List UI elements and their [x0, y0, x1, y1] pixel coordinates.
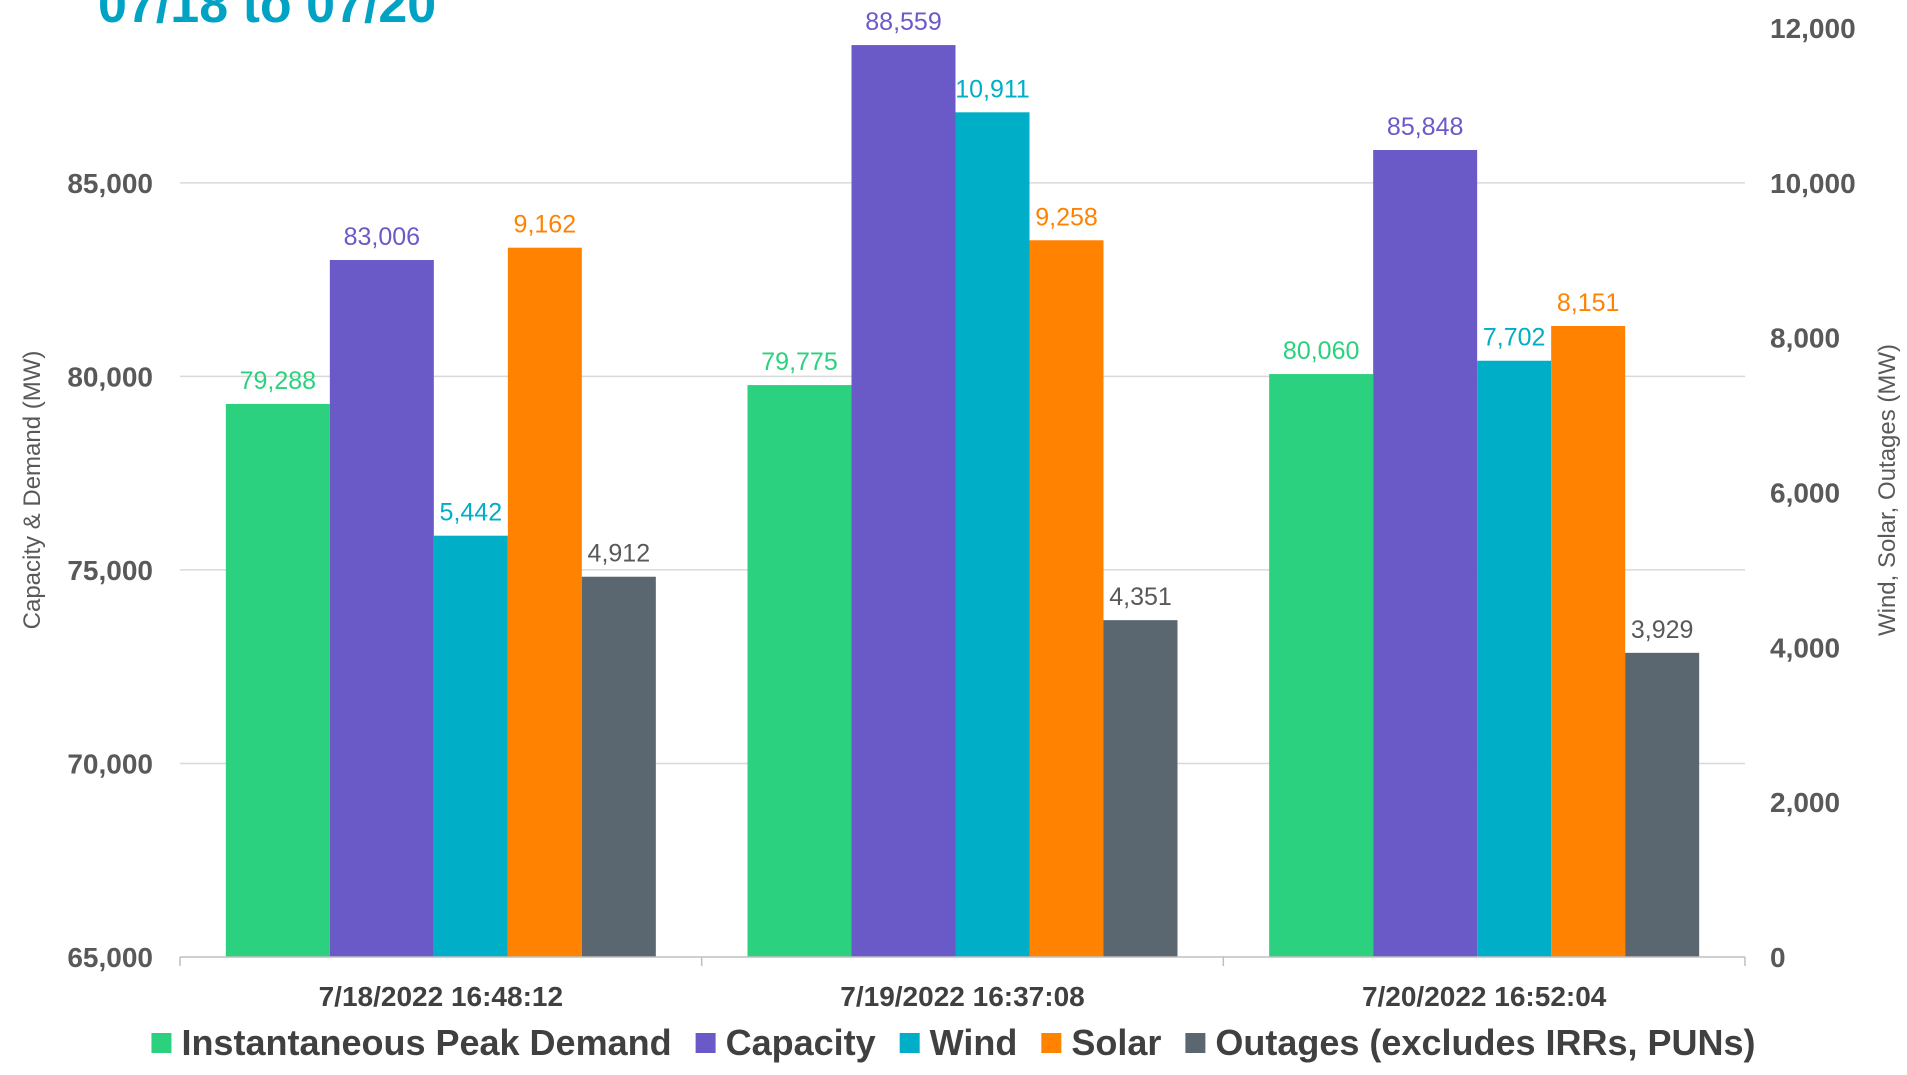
legend-item: Solar [1041, 1022, 1161, 1063]
left-tick-label: 85,000 [67, 168, 153, 199]
right-tick-label: 4,000 [1770, 632, 1840, 663]
right-tick-label: 8,000 [1770, 323, 1840, 354]
legend-item: Capacity [695, 1022, 876, 1063]
legend-swatch [1041, 1033, 1062, 1053]
data-label: 7,702 [1483, 324, 1546, 352]
left-tick-label: 65,000 [67, 942, 153, 973]
left-tick-label: 80,000 [67, 361, 153, 392]
right-axis-title: Wind, Solar, Outages (MW) [1874, 344, 1901, 636]
legend-swatch [695, 1033, 716, 1053]
data-label: 88,559 [865, 8, 941, 36]
data-label: 85,848 [1387, 113, 1463, 141]
right-tick-label: 10,000 [1770, 168, 1856, 199]
legend-item: Instantaneous Peak Demand [151, 1022, 672, 1063]
legend-swatch [1185, 1033, 1206, 1053]
bar [507, 247, 582, 957]
data-label: 5,442 [440, 499, 503, 527]
legend-label: Wind [930, 1022, 1018, 1063]
data-label: 4,912 [588, 540, 651, 568]
category-label: 7/18/2022 16:48:12 [319, 981, 563, 1012]
legend-item: Wind [899, 1022, 1018, 1063]
legend-label: Outages (excludes IRRs, PUNs) [1215, 1022, 1755, 1063]
right-tick-label: 0 [1770, 942, 1786, 973]
legend-item: Outages (excludes IRRs, PUNs) [1185, 1022, 1756, 1063]
legend: Instantaneous Peak Demand Capacity Wind Sol… [151, 1022, 1756, 1063]
bar [225, 403, 330, 958]
x-axis: 7/18/2022 16:48:12 7/19/2022 16:37:08 7/20… [179, 956, 1746, 1012]
bar [329, 260, 434, 957]
data-label: 79,288 [240, 367, 316, 395]
data-label: 3,929 [1631, 616, 1694, 644]
legend-label: Solar [1071, 1022, 1161, 1063]
left-tick-label: 70,000 [67, 748, 153, 779]
bar [955, 112, 1030, 957]
data-label: 4,351 [1109, 583, 1172, 611]
legend-label: Capacity [726, 1022, 876, 1063]
left-axis-ticks: 65,000 70,000 75,000 80,000 85,000 [67, 168, 153, 973]
bar [1373, 150, 1478, 957]
chart-title: 07/18 to 07/20 [98, 0, 436, 34]
data-label: 9,162 [514, 211, 577, 239]
bar [747, 385, 852, 958]
legend-label: Instantaneous Peak Demand [181, 1022, 671, 1063]
right-tick-label: 2,000 [1770, 787, 1840, 818]
bar [433, 535, 508, 957]
bar [1477, 360, 1552, 958]
legend-swatch [899, 1033, 920, 1053]
bar [1029, 240, 1104, 958]
data-label: 9,258 [1035, 203, 1098, 231]
bar [1625, 652, 1700, 957]
bar [581, 576, 656, 957]
left-tick-label: 75,000 [67, 555, 153, 586]
left-axis-title: Capacity & Demand (MW) [19, 351, 46, 630]
data-label: 10,911 [955, 75, 1030, 103]
bar [1551, 325, 1626, 957]
data-label: 83,006 [344, 223, 420, 251]
bar [851, 45, 956, 957]
right-tick-label: 12,000 [1770, 13, 1856, 44]
bar [1269, 374, 1374, 957]
data-label: 80,060 [1283, 337, 1359, 365]
right-tick-label: 6,000 [1770, 478, 1840, 509]
right-axis-ticks: 0 2,000 4,000 6,000 8,000 10,000 12,000 [1770, 13, 1856, 973]
legend-swatch [151, 1033, 172, 1053]
data-label: 79,775 [761, 348, 837, 376]
category-label: 7/19/2022 16:37:08 [840, 981, 1084, 1012]
bars [225, 45, 1700, 958]
data-labels: 79,288 83,006 5,442 9,162 4,912 79,775 88,559 1… [240, 8, 1694, 644]
data-label: 8,151 [1557, 289, 1620, 317]
bar [1103, 620, 1178, 957]
category-label: 7/20/2022 16:52:04 [1362, 981, 1607, 1012]
